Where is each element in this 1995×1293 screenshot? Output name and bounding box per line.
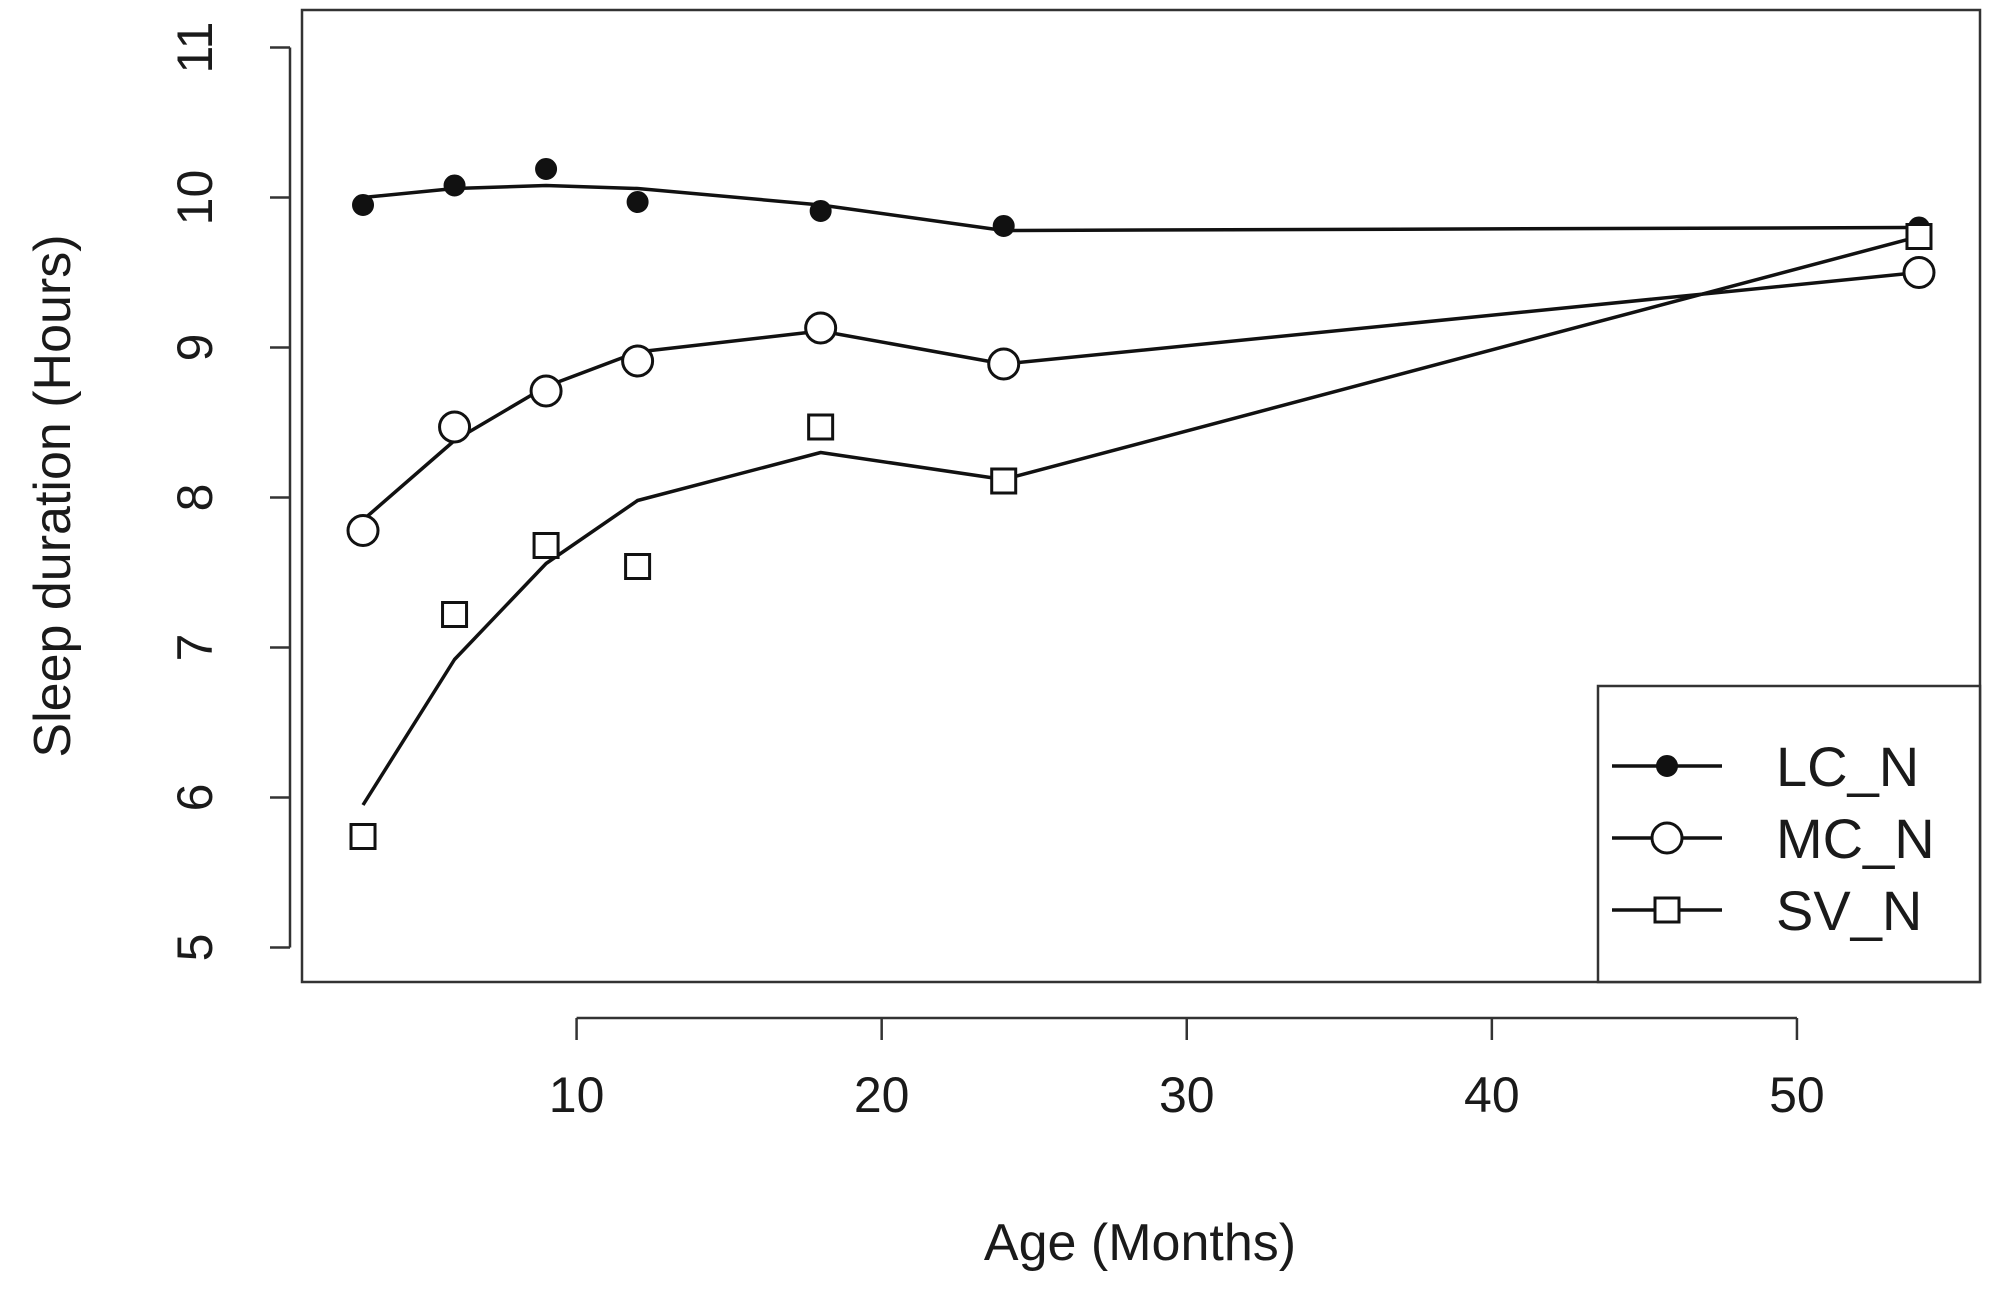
x-tick-label: 20 xyxy=(854,1067,910,1123)
data-point-mc-n xyxy=(529,374,563,408)
legend-label-sv-n: SV_N xyxy=(1776,879,1922,942)
data-point-mc-n xyxy=(621,344,655,378)
x-tick-label: 30 xyxy=(1159,1067,1215,1123)
legend: LC_N MC_N SV_N xyxy=(1596,684,1982,984)
data-point-sv-n xyxy=(807,413,835,441)
data-point-lc-n xyxy=(626,191,649,213)
x-tick-label: 40 xyxy=(1464,1067,1520,1123)
data-point-sv-n xyxy=(349,823,377,850)
data-point-lc-n xyxy=(809,200,832,222)
data-point-mc-n xyxy=(1902,256,1936,289)
y-axis: 5 6 7 8 9 10 11 xyxy=(167,22,292,962)
data-point-lc-n xyxy=(443,174,466,197)
x-tick-label: 50 xyxy=(1769,1067,1825,1123)
legend-label-mc-n: MC_N xyxy=(1776,807,1935,870)
y-axis-title: Sleep duration (Hours) xyxy=(24,234,82,757)
y-tick-label: 11 xyxy=(167,22,223,74)
y-tick-label: 5 xyxy=(167,934,223,962)
data-point-mc-n xyxy=(804,311,838,345)
y-tick-label: 10 xyxy=(167,170,223,226)
data-point-lc-n xyxy=(535,158,558,180)
y-tick-label: 6 xyxy=(167,784,223,812)
data-point-sv-n xyxy=(441,601,469,628)
data-point-lc-n xyxy=(352,194,375,216)
legend-marker-lc-n xyxy=(1656,755,1678,777)
legend-marker-mc-n xyxy=(1650,821,1684,855)
legend-label-lc-n: LC_N xyxy=(1776,735,1919,798)
y-tick-label: 8 xyxy=(167,484,223,512)
x-axis: 10 20 30 40 50 xyxy=(549,1016,1825,1123)
data-point-sv-n xyxy=(1905,223,1933,250)
x-axis-title: Age (Months) xyxy=(984,1214,1296,1272)
y-tick-label: 7 xyxy=(167,634,223,662)
legend-marker-sv-n xyxy=(1653,896,1681,924)
y-tick-label: 9 xyxy=(167,334,223,362)
x-tick-label: 10 xyxy=(549,1067,605,1123)
data-point-sv-n xyxy=(990,467,1018,495)
data-points xyxy=(346,158,1936,850)
data-point-sv-n xyxy=(624,553,652,580)
data-point-mc-n xyxy=(438,410,472,444)
data-point-sv-n xyxy=(532,532,560,559)
data-point-mc-n xyxy=(346,514,380,547)
data-point-lc-n xyxy=(992,215,1015,237)
data-point-mc-n xyxy=(987,347,1021,381)
plot-frame xyxy=(300,8,1982,984)
